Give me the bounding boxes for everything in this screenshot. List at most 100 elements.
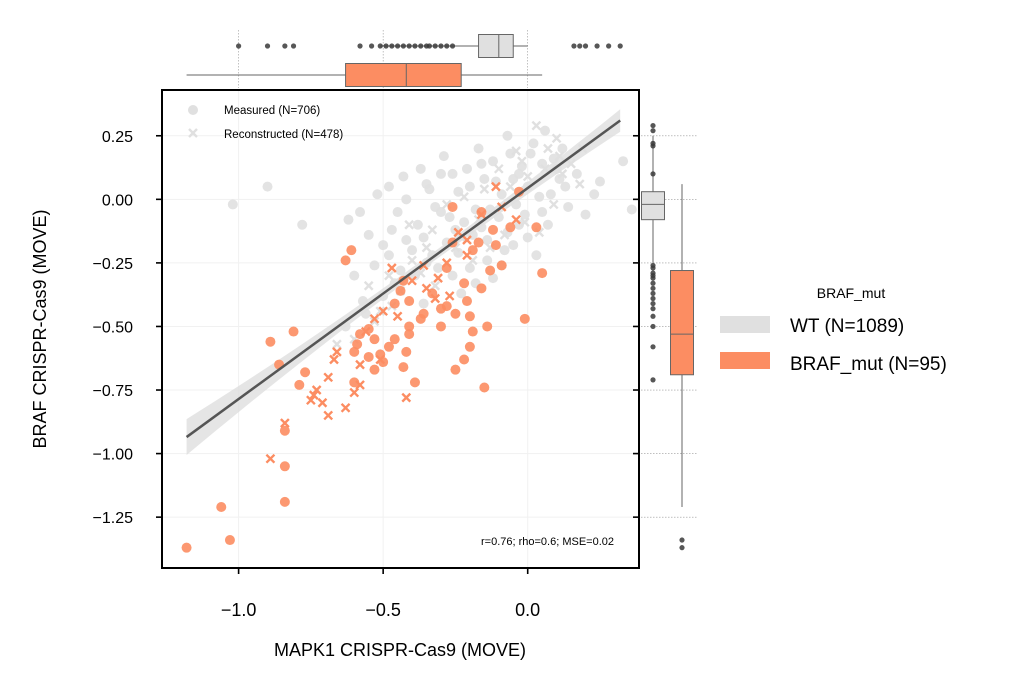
braf-reconstructed-point-34 xyxy=(332,347,342,357)
hue-legend-title: BRAF_mut xyxy=(817,285,886,301)
wt-measured-point-87 xyxy=(401,235,412,246)
y-tick-label-0: 0.25 xyxy=(102,129,133,146)
wt-measured-point-74 xyxy=(398,171,409,182)
braf-measured-point-5 xyxy=(279,425,290,436)
braf-measured-point-43 xyxy=(531,222,542,233)
top-box-wt-outlier-24 xyxy=(606,43,612,49)
wt-measured-point-56 xyxy=(499,245,510,256)
braf-measured-point-13 xyxy=(349,346,360,357)
right-box-braf-box xyxy=(670,270,694,376)
right-box-wt-outlier-6 xyxy=(650,265,656,271)
braf-reconstructed-point-32-stroke-b xyxy=(308,390,319,400)
braf-measured-point-50 xyxy=(389,334,400,345)
right-box-wt-outlier-16 xyxy=(650,313,656,319)
wt-reconstructed-point-24 xyxy=(407,255,417,266)
top-box-wt-outlier-23 xyxy=(594,43,600,49)
wt-reconstructed-point-2-stroke-b xyxy=(551,133,562,144)
braf-reconstructed-point-14-stroke-b xyxy=(407,275,417,286)
braf-reconstructed-point-3-stroke-b xyxy=(306,395,316,406)
wt-measured-point-99 xyxy=(453,247,464,258)
right-box-braf xyxy=(670,184,694,551)
right-box-wt-outlier-12 xyxy=(650,290,656,297)
wt-measured-point-57 xyxy=(508,240,519,251)
braf-reconstructed-point-16-stroke-b xyxy=(421,283,432,294)
wt-measured-point-28 xyxy=(618,156,629,167)
braf-measured-point-52 xyxy=(415,313,426,324)
legend-braf-swatch xyxy=(720,352,770,369)
braf-measured-point-38 xyxy=(496,260,507,271)
wt-reconstructed-point-25 xyxy=(427,224,438,235)
braf-measured-point-56 xyxy=(404,296,415,307)
braf-reconstructed-point-8-stroke-b xyxy=(349,387,360,398)
legend-reconstructed-label: Reconstructed (N=478) xyxy=(224,129,343,141)
wt-reconstructed-point-30 xyxy=(522,171,533,182)
top-box-wt-outlier-12 xyxy=(412,43,418,49)
wt-measured-point-72 xyxy=(540,125,551,136)
legend-measured-label: Measured (N=706) xyxy=(224,105,320,117)
braf-reconstructed-point-23 xyxy=(453,227,464,238)
scatter-points xyxy=(181,120,637,553)
wt-reconstructed-point-24-stroke-b xyxy=(407,255,417,266)
wt-reconstructed-point-8 xyxy=(493,163,504,174)
braf-measured-point-44 xyxy=(537,268,548,279)
wt-measured-point-50 xyxy=(395,265,406,276)
wt-measured-point-70 xyxy=(502,130,513,141)
legend-wt-swatch xyxy=(720,316,770,333)
braf-measured-point-26 xyxy=(435,321,446,332)
y-tick-label-2: −0.25 xyxy=(93,256,134,273)
wt-measured-point-24 xyxy=(554,173,565,184)
legend-braf-label: BRAF_mut (N=95) xyxy=(790,354,947,375)
wt-reconstructed-point-27-stroke-b xyxy=(459,191,469,202)
braf-measured-point-60 xyxy=(488,224,499,235)
wt-measured-point-30 xyxy=(363,229,374,240)
top-box-wt xyxy=(236,34,623,58)
braf-reconstructed-point-14 xyxy=(407,275,417,286)
wt-measured-point-41 xyxy=(485,204,496,215)
braf-reconstructed-point-17-stroke-b xyxy=(433,273,443,283)
x-tick-label-2: 0.0 xyxy=(515,600,540,620)
top-box-wt-outlier-25 xyxy=(617,43,623,49)
braf-reconstructed-point-32 xyxy=(308,390,319,400)
top-box-wt-outlier-3 xyxy=(290,43,297,49)
wt-measured-point-61 xyxy=(357,296,368,307)
braf-reconstructed-point-20 xyxy=(491,181,501,192)
top-box-wt-outlier-8 xyxy=(389,43,395,49)
right-box-wt xyxy=(641,122,665,383)
wt-reconstructed-point-33 xyxy=(554,151,565,161)
wt-reconstructed-point-3 xyxy=(517,156,527,167)
braf-reconstructed-point-8 xyxy=(349,387,360,398)
wt-reconstructed-point-9 xyxy=(499,230,510,240)
wt-measured-point-53 xyxy=(447,270,458,281)
wt-measured-point-3 xyxy=(372,189,383,200)
braf-reconstructed-point-33-stroke-b xyxy=(375,354,386,365)
braf-reconstructed-point-24-stroke-b xyxy=(441,258,452,268)
wt-measured-point-55 xyxy=(482,255,493,266)
legend-wt-label: WT (N=1089) xyxy=(790,316,904,337)
wt-reconstructed-point-2 xyxy=(551,133,562,144)
wt-measured-point-62 xyxy=(378,290,389,301)
braf-reconstructed-point-25-stroke-b xyxy=(462,250,472,261)
braf-reconstructed-point-6-stroke-b xyxy=(340,402,351,413)
braf-measured-point-53 xyxy=(435,303,446,314)
regression-line xyxy=(185,119,621,439)
braf-reconstructed-point-2 xyxy=(311,385,322,395)
top-box-wt-outlier-7 xyxy=(383,43,389,49)
top-box-wt-outlier-10 xyxy=(400,43,406,49)
wt-reconstructed-point-22 xyxy=(363,280,374,291)
wt-reconstructed-point-3-stroke-b xyxy=(517,156,527,167)
top-box-wt-outlier-5 xyxy=(368,43,375,49)
wt-reconstructed-point-12 xyxy=(548,199,559,210)
braf-reconstructed-point-2-stroke-b xyxy=(311,385,322,395)
braf-measured-point-6 xyxy=(294,379,305,390)
wt-reconstructed-point-7-stroke-b xyxy=(511,146,521,156)
right-box-wt-outlier-15 xyxy=(650,306,656,312)
right-box-wt-outlier-3 xyxy=(650,143,656,149)
braf-measured-point-36 xyxy=(476,283,487,294)
wt-reconstructed-point-23 xyxy=(384,270,394,281)
wt-measured-point-60 xyxy=(349,270,360,281)
braf-reconstructed-point-27 xyxy=(430,293,441,304)
wt-measured-point-34 xyxy=(418,232,429,243)
braf-measured-point-42 xyxy=(514,186,525,197)
axes: −1.0 −0.5 0.0 0.25 0.00 −0.25 −0.50 −0.75 −1.00 −… xyxy=(93,89,640,620)
wt-measured-point-78 xyxy=(447,168,458,179)
